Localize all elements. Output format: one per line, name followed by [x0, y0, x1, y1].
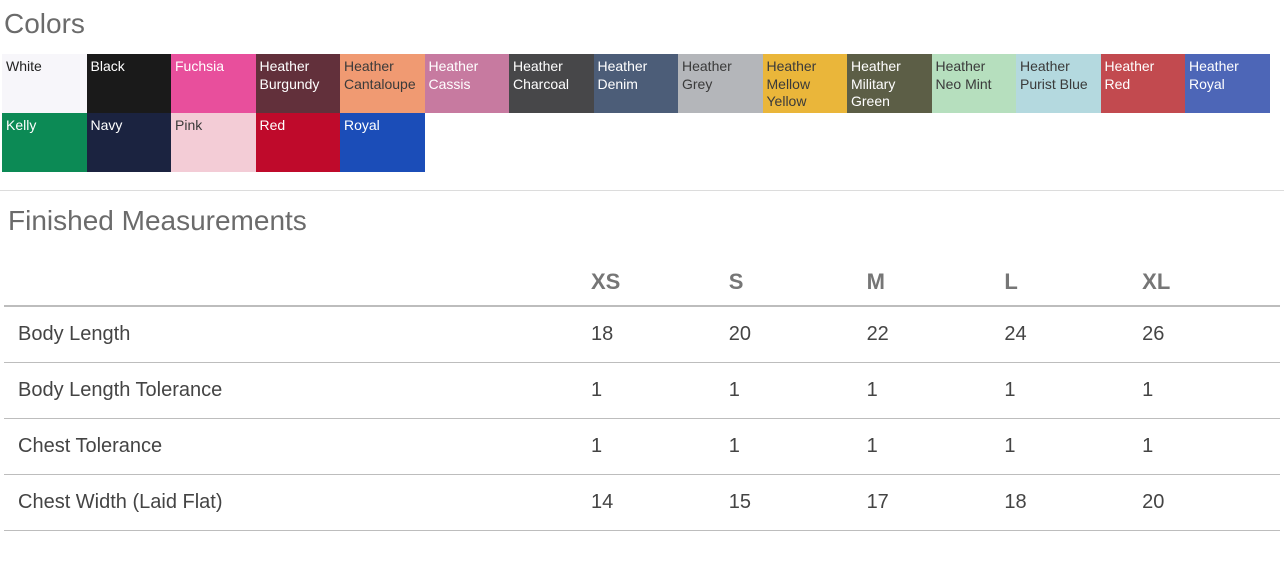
- color-swatch[interactable]: Pink: [171, 113, 256, 172]
- color-swatch[interactable]: Fuchsia: [171, 54, 256, 113]
- cell-value: 18: [1004, 475, 1142, 531]
- swatch-label: Heather Grey: [682, 58, 761, 93]
- cell-value: 14: [591, 475, 729, 531]
- color-swatch[interactable]: Heather Cantaloupe: [340, 54, 425, 113]
- cell-value: 1: [591, 363, 729, 419]
- cell-value: 1: [591, 419, 729, 475]
- size-column-header: XS: [591, 261, 729, 306]
- cell-value: 1: [1004, 419, 1142, 475]
- color-swatch[interactable]: Heather Burgundy: [256, 54, 341, 113]
- size-column-header: [4, 261, 591, 306]
- cell-value: 1: [1142, 363, 1280, 419]
- cell-value: 17: [867, 475, 1005, 531]
- color-swatch[interactable]: Black: [87, 54, 172, 113]
- swatch-label: Heather Cantaloupe: [344, 58, 423, 93]
- swatch-label: White: [6, 58, 85, 76]
- cell-value: 1: [1142, 419, 1280, 475]
- color-swatch[interactable]: Heather Charcoal: [509, 54, 594, 113]
- swatch-label: Navy: [91, 117, 170, 135]
- size-column-header: XL: [1142, 261, 1280, 306]
- swatch-label: Heather Mellow Yellow: [767, 58, 846, 111]
- swatch-label: Heather Burgundy: [260, 58, 339, 93]
- swatch-label: Fuchsia: [175, 58, 254, 76]
- swatch-label: Heather Red: [1105, 58, 1184, 93]
- color-swatch[interactable]: Heather Red: [1101, 54, 1186, 113]
- cell-value: 22: [867, 306, 1005, 363]
- size-column-header: M: [867, 261, 1005, 306]
- color-swatch[interactable]: Heather Purist Blue: [1016, 54, 1101, 113]
- cell-value: 26: [1142, 306, 1280, 363]
- table-row: Body Length Tolerance11111: [4, 363, 1280, 419]
- cell-value: 1: [1004, 363, 1142, 419]
- row-label: Body Length: [4, 306, 591, 363]
- color-swatch[interactable]: Heather Neo Mint: [932, 54, 1017, 113]
- color-swatch[interactable]: Heather Mellow Yellow: [763, 54, 848, 113]
- swatch-label: Red: [260, 117, 339, 135]
- section-divider: [0, 190, 1284, 191]
- table-row: Chest Tolerance11111: [4, 419, 1280, 475]
- cell-value: 1: [867, 419, 1005, 475]
- cell-value: 20: [729, 306, 867, 363]
- swatch-label: Heather Charcoal: [513, 58, 592, 93]
- colors-heading: Colors: [0, 0, 1284, 54]
- size-column-header: S: [729, 261, 867, 306]
- swatch-label: Kelly: [6, 117, 85, 135]
- color-swatch[interactable]: Heather Cassis: [425, 54, 510, 113]
- table-header-row: XSSMLXL: [4, 261, 1280, 306]
- row-label: Chest Tolerance: [4, 419, 591, 475]
- color-swatch[interactable]: Heather Denim: [594, 54, 679, 113]
- swatch-label: Heather Military Green: [851, 58, 930, 111]
- size-column-header: L: [1004, 261, 1142, 306]
- measurements-table: XSSMLXL Body Length1820222426Body Length…: [4, 261, 1280, 531]
- color-swatch[interactable]: Heather Grey: [678, 54, 763, 113]
- color-swatch[interactable]: Red: [256, 113, 341, 172]
- swatch-label: Royal: [344, 117, 423, 135]
- swatch-label: Black: [91, 58, 170, 76]
- colors-grid: WhiteBlackFuchsiaHeather BurgundyHeather…: [0, 54, 1284, 172]
- cell-value: 1: [867, 363, 1005, 419]
- color-swatch[interactable]: White: [2, 54, 87, 113]
- color-swatch[interactable]: Heather Royal: [1185, 54, 1270, 113]
- row-label: Chest Width (Laid Flat): [4, 475, 591, 531]
- cell-value: 1: [729, 363, 867, 419]
- swatch-label: Heather Purist Blue: [1020, 58, 1099, 93]
- cell-value: 24: [1004, 306, 1142, 363]
- swatch-label: Heather Cassis: [429, 58, 508, 93]
- color-swatch[interactable]: Navy: [87, 113, 172, 172]
- table-row: Body Length1820222426: [4, 306, 1280, 363]
- swatch-label: Pink: [175, 117, 254, 135]
- cell-value: 20: [1142, 475, 1280, 531]
- measurements-heading: Finished Measurements: [4, 197, 1280, 251]
- swatch-label: Heather Neo Mint: [936, 58, 1015, 93]
- cell-value: 15: [729, 475, 867, 531]
- cell-value: 1: [729, 419, 867, 475]
- color-swatch[interactable]: Kelly: [2, 113, 87, 172]
- table-row: Chest Width (Laid Flat)1415171820: [4, 475, 1280, 531]
- color-swatch[interactable]: Royal: [340, 113, 425, 172]
- row-label: Body Length Tolerance: [4, 363, 591, 419]
- swatch-label: Heather Denim: [598, 58, 677, 93]
- cell-value: 18: [591, 306, 729, 363]
- color-swatch[interactable]: Heather Military Green: [847, 54, 932, 113]
- swatch-label: Heather Royal: [1189, 58, 1268, 93]
